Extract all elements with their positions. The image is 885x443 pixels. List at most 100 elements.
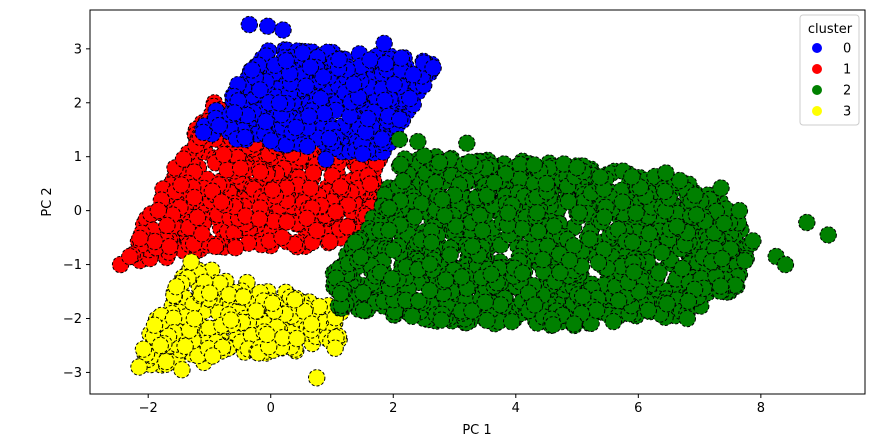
data-point <box>499 204 517 222</box>
data-point <box>589 254 608 272</box>
data-point <box>121 247 139 266</box>
legend: cluster 0 1 2 3 <box>799 14 860 126</box>
data-point <box>653 243 671 262</box>
data-point <box>373 130 391 148</box>
legend-box <box>799 14 860 126</box>
data-point <box>315 104 333 123</box>
data-point <box>263 181 282 199</box>
data-point <box>263 294 282 312</box>
data-point <box>131 229 149 248</box>
x-tick-label: 8 <box>757 401 765 416</box>
data-point <box>401 89 419 108</box>
data-point <box>301 58 320 76</box>
data-point <box>613 193 632 211</box>
data-point <box>259 17 277 35</box>
x-tick-label: 6 <box>634 401 642 416</box>
data-point <box>332 284 350 303</box>
data-point <box>149 201 168 220</box>
data-point <box>485 173 504 192</box>
data-point <box>604 312 623 331</box>
data-point <box>656 202 675 220</box>
data-point <box>491 296 510 314</box>
data-point <box>394 172 412 190</box>
data-point <box>204 347 222 365</box>
data-point <box>273 228 291 247</box>
data-point <box>426 173 445 192</box>
legend-marker-3 <box>812 106 822 116</box>
data-point <box>421 281 439 300</box>
data-point <box>258 325 276 344</box>
data-point <box>288 329 306 348</box>
x-tick-label: −2 <box>139 401 158 416</box>
data-point <box>392 49 410 67</box>
data-point <box>441 246 459 264</box>
data-point <box>712 179 730 197</box>
data-point <box>320 129 339 148</box>
data-point <box>297 77 315 95</box>
data-point <box>415 147 433 165</box>
data-point <box>157 352 175 371</box>
data-point <box>687 206 706 224</box>
data-point <box>338 218 356 236</box>
data-point <box>715 214 733 233</box>
data-point <box>234 288 252 306</box>
data-point <box>433 190 451 209</box>
plot-frame <box>89 9 866 395</box>
data-point <box>385 75 403 94</box>
y-tick-label: 1 <box>74 150 82 165</box>
data-point <box>203 182 222 200</box>
data-point <box>513 220 531 238</box>
x-axis-label: PC 1 <box>462 423 491 438</box>
data-point <box>300 107 318 125</box>
data-point <box>528 204 546 222</box>
data-point <box>471 206 489 225</box>
y-tick-label: −3 <box>63 366 82 381</box>
data-point <box>383 269 401 288</box>
y-tick-label: −2 <box>63 312 82 327</box>
data-point <box>130 358 148 376</box>
data-point <box>301 179 320 197</box>
x-tick-label: 0 <box>267 401 275 416</box>
data-point <box>421 255 439 273</box>
data-point <box>298 209 316 228</box>
data-point <box>236 128 254 147</box>
data-point <box>671 171 689 190</box>
data-point <box>293 44 312 62</box>
y-tick-label: −1 <box>63 258 82 273</box>
data-point <box>406 208 424 226</box>
data-point <box>711 277 730 295</box>
x-tick-label: 4 <box>512 401 520 416</box>
data-point <box>679 292 698 310</box>
data-point <box>482 265 500 283</box>
legend-label-1: 1 <box>843 63 851 78</box>
data-point <box>623 233 642 251</box>
legend-label-3: 3 <box>843 105 851 120</box>
data-point <box>176 337 194 355</box>
data-point <box>384 241 402 259</box>
data-point <box>544 316 562 334</box>
data-point <box>447 217 465 235</box>
data-point <box>591 168 609 186</box>
data-point <box>251 81 269 99</box>
data-point <box>422 233 441 252</box>
y-axis: −3 −2 −1 0 1 2 3 <box>63 42 90 381</box>
data-point <box>568 158 586 177</box>
data-point <box>639 301 657 319</box>
data-point <box>390 130 409 149</box>
data-point <box>650 264 668 282</box>
data-point <box>640 224 658 243</box>
data-point <box>172 176 190 194</box>
data-point <box>173 361 191 379</box>
data-point <box>270 94 289 112</box>
legend-marker-1 <box>812 64 822 74</box>
data-point <box>331 178 350 196</box>
data-point <box>403 307 421 325</box>
data-point <box>314 68 332 86</box>
data-point <box>595 208 614 226</box>
data-point <box>247 302 265 320</box>
data-point <box>559 192 578 211</box>
y-tick-label: 0 <box>74 204 82 219</box>
legend-marker-0 <box>812 43 822 53</box>
data-point <box>375 34 393 53</box>
